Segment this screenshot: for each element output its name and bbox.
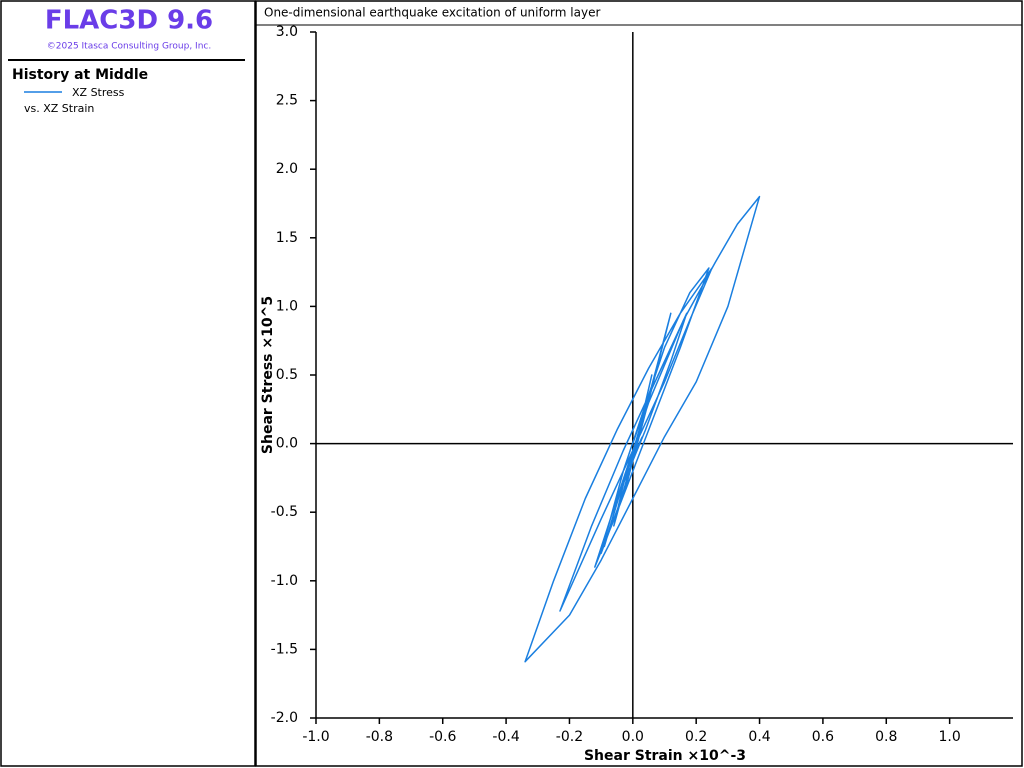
x-tick-label: -1.0 [302, 729, 329, 745]
legend-label: XZ Stress [72, 86, 125, 99]
x-tick-label: 0.0 [622, 729, 644, 745]
x-tick-label: -0.8 [366, 729, 393, 745]
x-tick-label: 1.0 [939, 729, 961, 745]
x-tick-label: 0.8 [875, 729, 897, 745]
series-line [524, 195, 761, 663]
y-axis-label: Shear Stress ×10^5 [260, 296, 276, 454]
legend-title: History at Middle [12, 67, 148, 83]
y-tick-label: 0.0 [276, 436, 298, 452]
app-title: FLAC3D 9.6 [45, 6, 213, 36]
y-tick-label: 1.5 [276, 230, 298, 246]
y-tick-label: 2.5 [276, 93, 298, 109]
x-tick-label: 0.2 [685, 729, 707, 745]
y-tick-label: -1.0 [271, 573, 298, 589]
x-tick-label: -0.6 [429, 729, 456, 745]
x-tick-label: -0.4 [492, 729, 519, 745]
chart-title: One-dimensional earthquake excitation of… [264, 6, 600, 20]
y-tick-label: 3.0 [276, 24, 298, 40]
y-tick-label: -0.5 [271, 504, 298, 520]
y-tick-label: 2.0 [276, 161, 298, 177]
copyright: ©2025 Itasca Consulting Group, Inc. [47, 42, 211, 52]
y-tick-label: -2.0 [271, 710, 298, 726]
side-panel [0, 0, 256, 767]
y-tick-label: -1.5 [271, 641, 298, 657]
x-tick-label: 0.4 [748, 729, 770, 745]
plot-panel [255, 0, 1023, 767]
y-tick-label: 0.5 [276, 367, 298, 383]
y-tick-label: 1.0 [276, 298, 298, 314]
x-axis-label: Shear Strain ×10^-3 [584, 748, 746, 764]
legend-subtitle: vs. XZ Strain [24, 102, 94, 115]
x-tick-label: -0.2 [556, 729, 583, 745]
x-tick-label: 0.6 [812, 729, 834, 745]
